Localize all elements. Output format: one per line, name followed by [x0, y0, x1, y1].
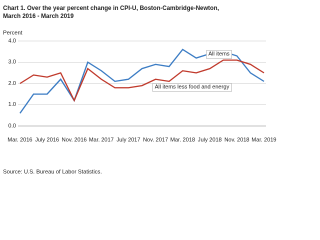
series-label-box: [206, 50, 232, 59]
x-tick-label: Mar. 2016: [8, 137, 33, 143]
x-tick-label: Mar. 2017: [89, 137, 114, 143]
series-line: [19, 48, 265, 114]
x-tick-label: Mar. 2018: [170, 137, 195, 143]
x-tick-label: July 2018: [198, 137, 222, 143]
y-tick-label: 1.0: [8, 102, 16, 108]
x-tick-label: Nov. 2017: [143, 137, 168, 143]
x-tick-label: Nov. 2016: [62, 137, 87, 143]
source: Source: U.S. Bureau of Labor Statistics.: [3, 169, 102, 175]
x-tick-label: Nov. 2018: [224, 137, 249, 143]
series-label: All items: [208, 51, 229, 57]
x-tick-label: Mar. 2019: [252, 137, 277, 143]
y-axis-label: Percent: [3, 30, 23, 36]
y-tick-label: 4.0: [8, 38, 16, 44]
chart-title: Chart 1. Over the year percent change in…: [3, 6, 219, 20]
x-tick-label: July 2016: [35, 137, 59, 143]
series-line: [19, 59, 265, 103]
series-label: All items less food and energy: [155, 84, 230, 90]
y-tick-label: 0.0: [8, 123, 16, 129]
chart: Chart 1. Over the year percent change in…: [3, 6, 277, 176]
y-tick-label: 3.0: [8, 60, 16, 66]
x-tick-label: July 2017: [116, 137, 140, 143]
series-label-box: [152, 83, 232, 92]
y-tick-label: 2.0: [8, 81, 16, 87]
